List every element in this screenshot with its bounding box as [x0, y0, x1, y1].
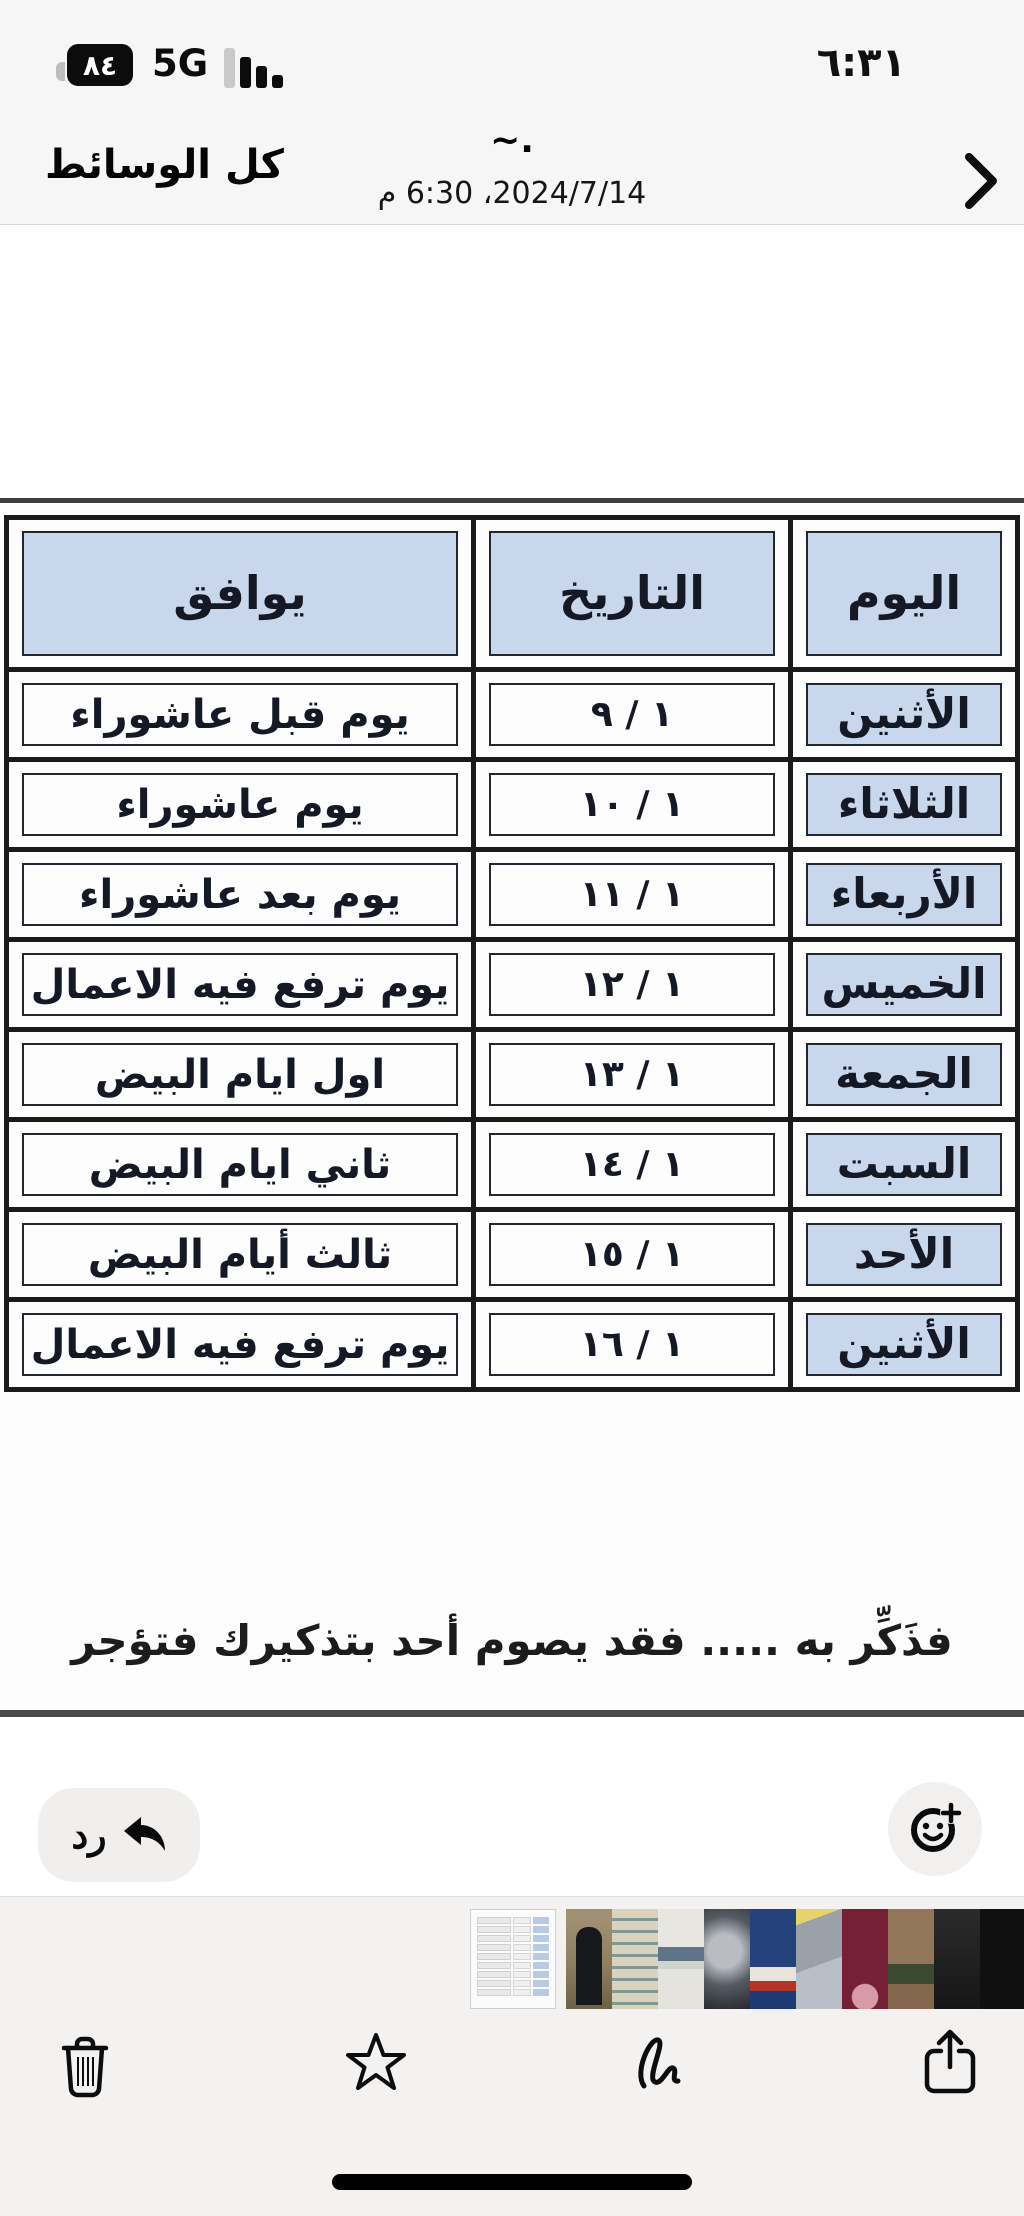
table-row-day-cell: الأثنين — [793, 672, 1015, 757]
message-timestamp: 2024/7/14، 6:30 م — [377, 176, 647, 211]
table-row-day-cell: الأحد — [793, 1212, 1015, 1297]
photo-bottom-border — [0, 1710, 1024, 1717]
markup-button[interactable] — [630, 2030, 696, 2095]
photo-fasting-days-table[interactable]: اليوم التاريخ يوافق الأثنين ١ / ٩ يوم قب… — [0, 498, 1024, 1717]
header-cell-date: التاريخ — [476, 520, 788, 667]
table-row-day-cell: الأربعاء — [793, 852, 1015, 937]
star-icon — [344, 2033, 408, 2095]
reply-button[interactable]: رد — [38, 1788, 200, 1882]
media-thumbnail-dark-image[interactable] — [934, 1909, 980, 2009]
table-row-match-cell: يوم عاشوراء — [9, 762, 471, 847]
table-row-date-cell: ١ / ١١ — [476, 852, 788, 937]
table-row-match-cell: يوم ترفع فيه الاعمال — [9, 942, 471, 1027]
table-row-day-cell: الجمعة — [793, 1032, 1015, 1117]
table-row-match-cell: يوم ترفع فيه الاعمال — [9, 1302, 471, 1387]
media-thumbnail-blue-poster[interactable] — [750, 1909, 796, 2009]
forward-chevron-icon[interactable] — [962, 150, 1002, 216]
media-thumbnail-beige-text-document[interactable] — [612, 1909, 658, 2009]
status-time: ٦:٣١ — [816, 40, 906, 86]
share-icon — [921, 2029, 979, 2100]
table-row-day-cell: الخميس — [793, 942, 1015, 1027]
battery-percent: ٨٤ — [67, 44, 133, 86]
delete-button[interactable] — [56, 2034, 114, 2103]
emoji-plus-icon — [907, 1800, 963, 1859]
table-row-date-cell: ١ / ١٥ — [476, 1212, 788, 1297]
table-row-date-cell: ١ / ١٢ — [476, 942, 788, 1027]
table-row-match-cell: ثالث أيام البيض — [9, 1212, 471, 1297]
media-thumbnail-brown-photo[interactable] — [888, 1909, 934, 2009]
table-row-date-cell: ١ / ٩ — [476, 672, 788, 757]
reminder-note: فذَكِّر به ..... فقد يصوم أحد بتذكيرك فت… — [71, 1616, 953, 1665]
mini-table-preview — [477, 1917, 549, 1996]
back-button-all-media[interactable]: كل الوسائط — [45, 142, 284, 188]
header-cell-day: اليوم — [793, 520, 1015, 667]
fasting-days-table: اليوم التاريخ يوافق الأثنين ١ / ٩ يوم قب… — [4, 515, 1020, 1392]
trash-icon — [56, 2036, 114, 2103]
top-chrome: ٦:٣١ ٨٤ 5G كل الوسائط ~. 2024/7/14، 6:30… — [0, 0, 1024, 225]
media-thumbnail-white-text-document[interactable] — [658, 1909, 704, 2009]
scribble-icon — [630, 2037, 696, 2095]
table-row-day-cell: الأثنين — [793, 1302, 1015, 1387]
sender-title: ~. — [490, 120, 534, 161]
media-filmstrip — [0, 1909, 1024, 2009]
media-thumbnail-maroon-text-image[interactable] — [842, 1909, 888, 2009]
table-row-day-cell: الثلاثاء — [793, 762, 1015, 847]
media-thumbnail-vehicle-photo[interactable] — [704, 1909, 750, 2009]
reply-button-label: رد — [71, 1814, 107, 1857]
media-thumbnail-strip — [566, 1909, 1024, 2009]
network-type-label: 5G — [152, 42, 209, 85]
battery-cap — [56, 61, 65, 81]
table-row-match-cell: ثاني ايام البيض — [9, 1122, 471, 1207]
media-thumbnail-dark-image-edge[interactable] — [980, 1909, 1024, 2009]
media-thumbnail-stacked-boxes-photo[interactable] — [796, 1909, 842, 2009]
table-row-day-cell: السبت — [793, 1122, 1015, 1207]
share-button[interactable] — [921, 2027, 979, 2100]
table-row-date-cell: ١ / ١٣ — [476, 1032, 788, 1117]
media-thumbnail-abaya-figure-photo[interactable] — [566, 1909, 612, 2009]
table-row-date-cell: ١ / ١٦ — [476, 1302, 788, 1387]
header-cell-match: يوافق — [9, 520, 471, 667]
add-reaction-button[interactable] — [888, 1782, 982, 1876]
table-row-match-cell: اول ايام البيض — [9, 1032, 471, 1117]
battery-indicator: ٨٤ — [56, 44, 133, 86]
table-row-date-cell: ١ / ١٤ — [476, 1122, 788, 1207]
reply-arrow-icon — [121, 1815, 167, 1856]
signal-bars-icon — [224, 48, 283, 88]
table-row-match-cell: يوم قبل عاشوراء — [9, 672, 471, 757]
home-indicator[interactable] — [332, 2174, 692, 2190]
table-row-date-cell: ١ / ١٠ — [476, 762, 788, 847]
bottom-bar — [0, 1896, 1024, 2216]
photo-top-border — [0, 498, 1024, 503]
selected-media-thumbnail[interactable] — [470, 1909, 556, 2009]
table-row-match-cell: يوم بعد عاشوراء — [9, 852, 471, 937]
favorite-button[interactable] — [344, 2030, 408, 2095]
